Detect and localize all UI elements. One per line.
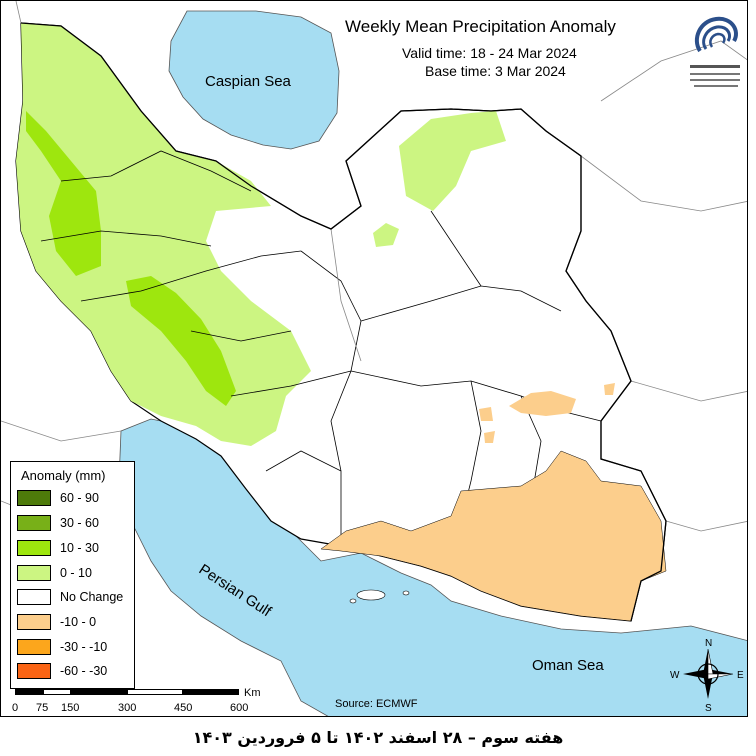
legend-swatch [17,490,51,506]
scale-bar: Km 0 75 150 300 450 600 [12,687,265,716]
legend-item: 0 - 10 [17,565,133,583]
legend-label: 60 - 90 [60,491,99,505]
legend-item: No Change [17,589,133,607]
scale-segment [15,689,43,695]
legend-swatch [17,589,51,605]
dry-light-spot-3 [604,383,615,395]
compass-n: N [705,638,712,649]
legend-label: -10 - 0 [60,615,97,629]
institute-logo-icon [690,16,740,87]
wet-mid-zone-1 [26,111,101,276]
legend-label: 10 - 30 [60,541,99,555]
dry-light-east [509,391,576,416]
iran-border [20,22,667,622]
scale-tick: 300 [118,702,137,714]
scale-segment [127,689,183,695]
caspian-sea-label: Caspian Sea [205,73,291,90]
scale-tick: 150 [61,702,80,714]
persian-footer-caption: هفته سوم – ۲۸ اسفند ۱۴۰۲ تا ۵ فروردین ۱۴… [192,728,564,747]
wet-light-center [373,223,399,247]
oman-sea-label: Oman Sea [532,657,604,674]
scale-tick: 450 [174,702,193,714]
legend-swatch [17,515,51,531]
gulf-islands [349,589,410,604]
legend-title: Anomaly (mm) [21,468,106,483]
legend-swatch [17,614,51,630]
scale-tick: 75 [36,702,49,714]
scale-segment [183,689,239,695]
legend-item: 60 - 90 [17,490,133,508]
legend-swatch [17,565,51,581]
legend-item: -60 - -30 [17,663,133,681]
compass-e: E [737,670,744,681]
legend-swatch [17,639,51,655]
scale-segment [71,689,127,695]
legend-label: 30 - 60 [60,516,99,530]
wet-light-ne [399,111,506,211]
anomaly-map [1,1,747,716]
scale-tick: 600 [230,702,249,714]
scale-segment [43,689,71,695]
base-time: Base time: 3 Mar 2024 [425,63,566,79]
dry-light-spot-1 [479,407,493,421]
caspian-sea [168,10,340,150]
legend-label: 0 - 10 [60,566,92,580]
legend-swatch [17,540,51,556]
legend-label: No Change [60,590,124,604]
wet-mid-zone-2 [126,276,236,406]
map-frame: Weekly Mean Precipitation Anomaly Valid … [0,0,748,717]
legend-item: 30 - 60 [17,515,133,533]
legend-item: -10 - 0 [17,614,133,632]
map-title: Weekly Mean Precipitation Anomaly [345,17,616,36]
legend-item: -30 - -10 [17,639,133,657]
dry-light-spot-2 [484,431,495,443]
scale-tick: 0 [12,702,19,714]
legend: Anomaly (mm) 60 - 90 30 - 60 10 - 30 0 -… [10,461,135,689]
province-borders [40,150,602,606]
legend-label: -30 - -10 [60,640,108,654]
source-credit: Source: ECMWF [335,698,418,710]
valid-time: Valid time: 18 - 24 Mar 2024 [402,45,577,61]
legend-label: -60 - -30 [60,664,108,678]
compass-w: W [670,670,680,681]
scale-unit: Km [244,687,261,699]
compass-rose-icon: N S E W [670,638,744,713]
legend-item: 10 - 30 [17,540,133,558]
legend-swatch [17,663,51,679]
compass-s: S [705,703,712,713]
